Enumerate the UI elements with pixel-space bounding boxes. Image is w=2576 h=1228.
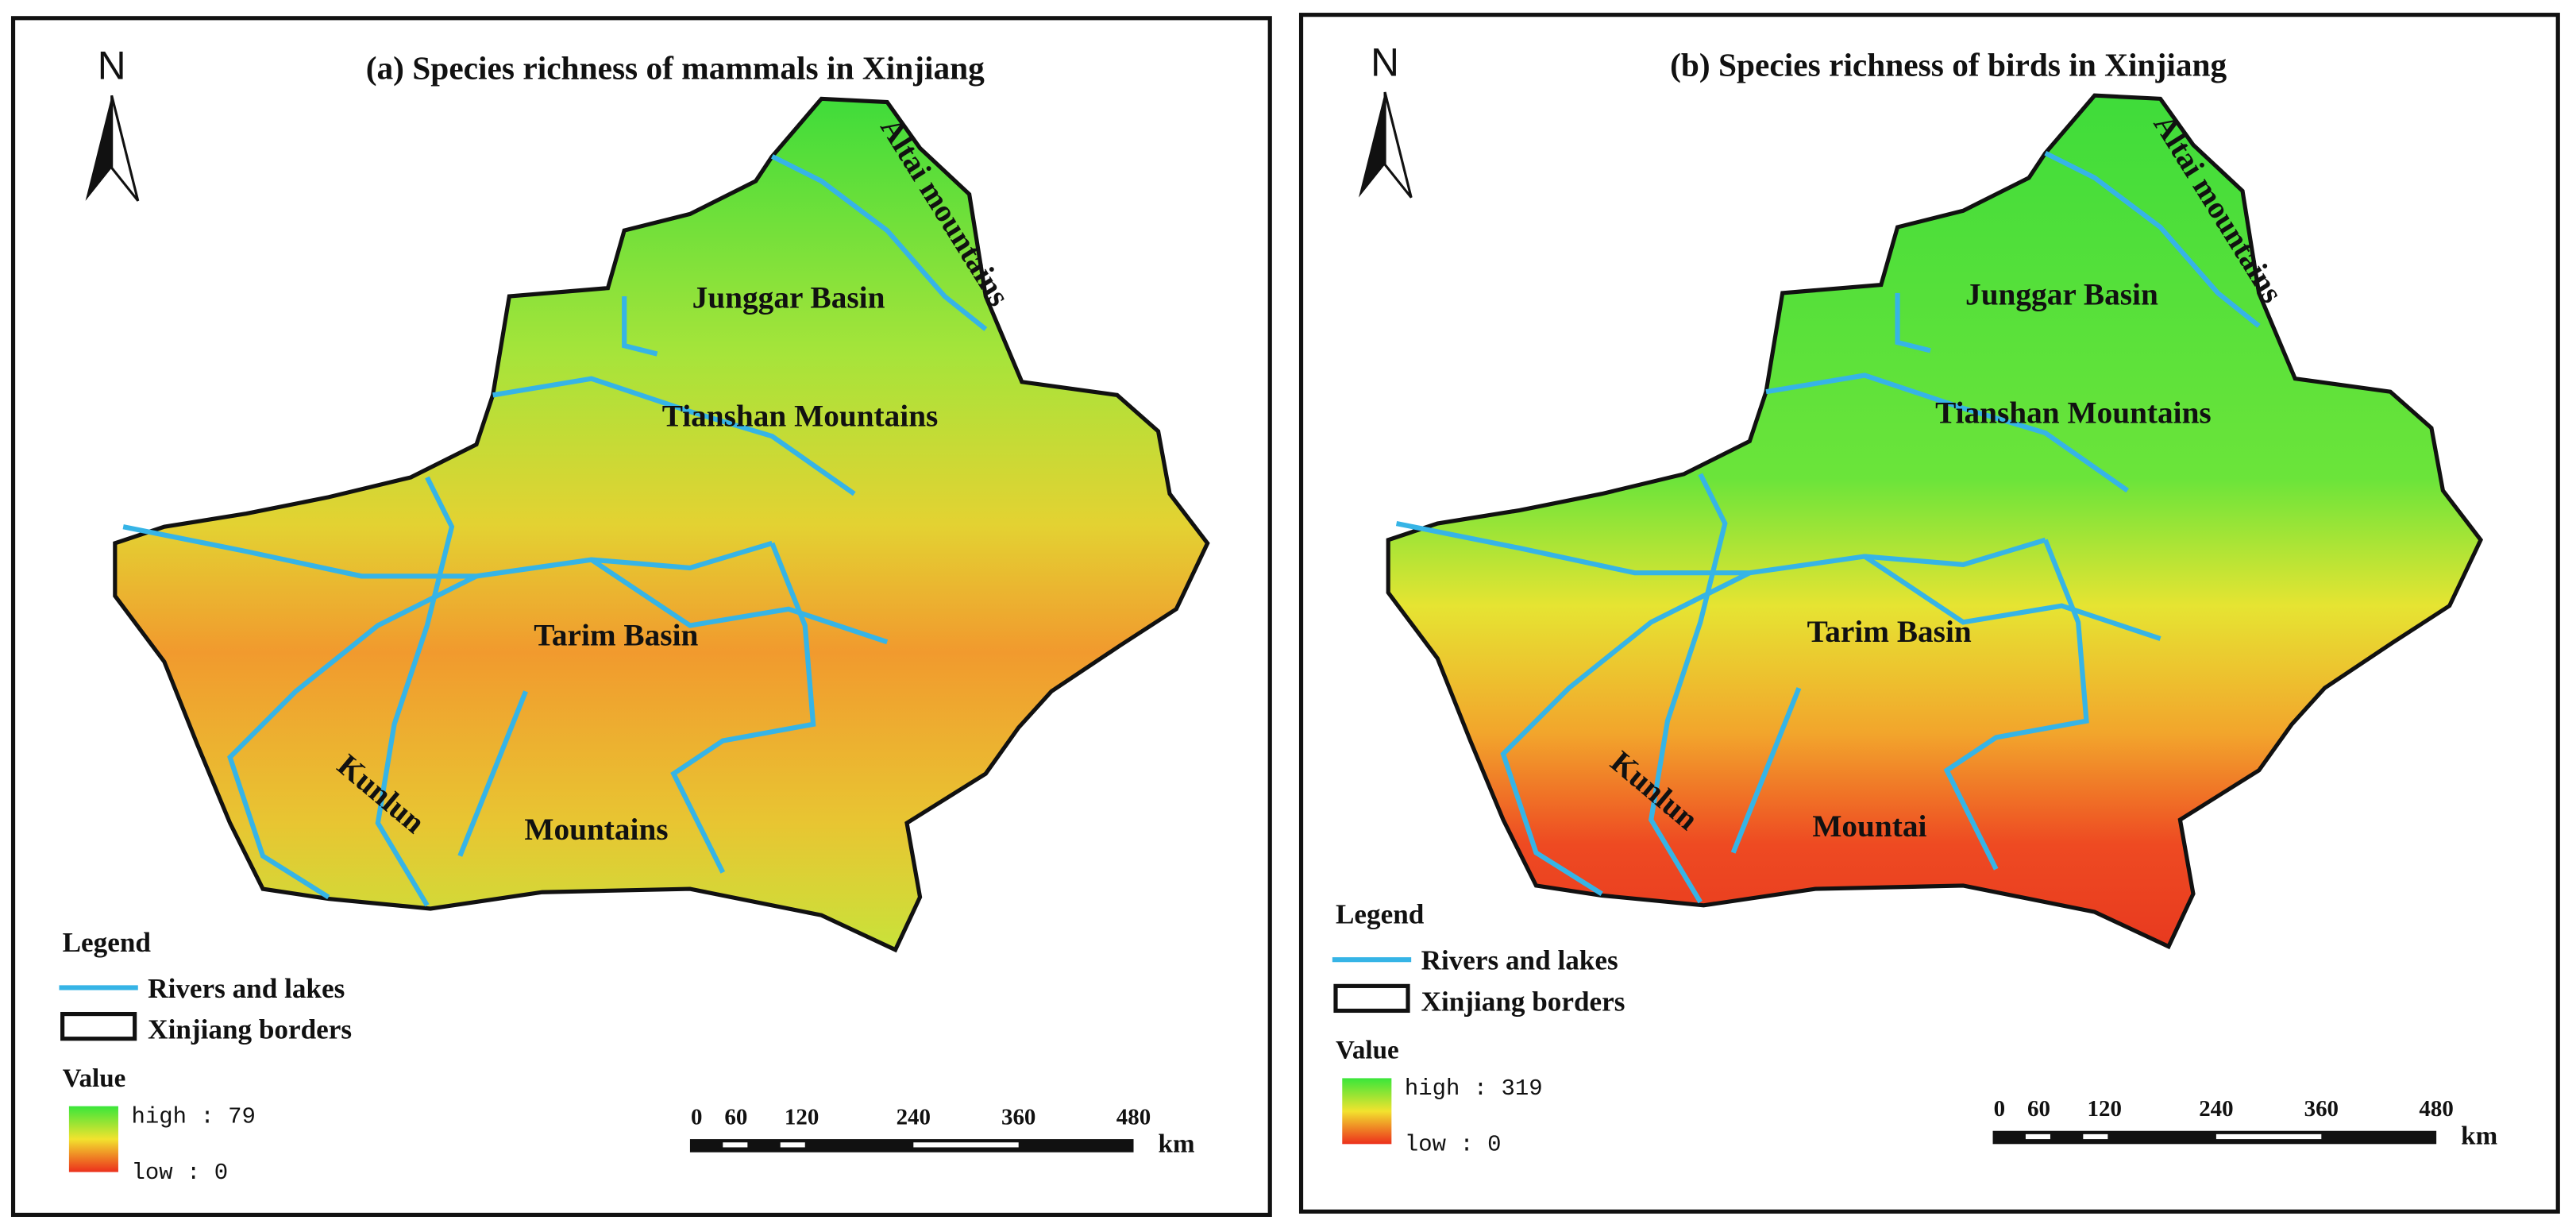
map-panel: (b) Species richness of birds in Xinjian… <box>1298 13 2560 1214</box>
scale-label: 480 <box>2419 1096 2453 1122</box>
value-title: Value <box>1336 1036 1399 1065</box>
value-high: high : 79 <box>132 1103 256 1130</box>
river <box>1943 539 2089 871</box>
panel-frame <box>10 16 1272 1218</box>
scale-label: 480 <box>1116 1104 1151 1130</box>
scale-label: 60 <box>724 1104 747 1130</box>
xinjiang-map <box>1386 93 2484 950</box>
value-ramp <box>1342 1078 1392 1145</box>
scale-unit: km <box>2461 1121 2497 1150</box>
river <box>492 376 856 496</box>
river <box>622 296 658 357</box>
scale-label: 360 <box>2304 1096 2339 1122</box>
north-arrow <box>1383 91 1413 199</box>
scale-bar <box>1992 1130 2437 1145</box>
scale-segment <box>723 1142 748 1148</box>
xinjiang-map <box>113 96 1210 953</box>
map-panel: (a) Species richness of mammals in Xinji… <box>10 16 1272 1218</box>
map-title: (b) Species richness of birds in Xinjian… <box>1670 46 2227 83</box>
river <box>670 542 816 874</box>
north-label: N <box>1371 40 1399 84</box>
value-title: Value <box>63 1064 126 1093</box>
place-label: Tarim Basin <box>534 617 698 652</box>
river <box>1863 554 2161 642</box>
scale-label: 120 <box>2088 1096 2122 1122</box>
legend-label: Xinjiang borders <box>1421 986 1625 1017</box>
scale-label: 240 <box>897 1104 931 1130</box>
river <box>1765 373 2129 493</box>
north-arrow <box>110 95 140 202</box>
legend-label: Rivers and lakes <box>148 973 345 1004</box>
north-label: N <box>98 43 126 87</box>
scale-segment <box>780 1142 805 1148</box>
value-low: low : 0 <box>132 1160 229 1186</box>
north-arrow <box>1358 92 1386 198</box>
scale-unit: km <box>1159 1130 1195 1159</box>
place-label: Tianshan Mountains <box>662 399 939 434</box>
river <box>1648 473 1728 904</box>
value-high: high : 319 <box>1405 1075 1543 1102</box>
scale-label: 0 <box>691 1104 702 1130</box>
panel-frame <box>1298 13 2560 1214</box>
scale-label: 60 <box>2027 1096 2050 1122</box>
place-label: Mountains <box>524 812 668 847</box>
river <box>2044 150 2261 328</box>
place-label: Mountai <box>1812 809 1926 844</box>
legend-border <box>60 1011 137 1041</box>
scale-label: 360 <box>1001 1104 1035 1130</box>
scale-label: 120 <box>785 1104 819 1130</box>
scale-segment <box>2215 1133 2322 1140</box>
river <box>457 690 528 857</box>
scale-bar <box>689 1139 1134 1153</box>
river <box>590 558 889 645</box>
north-arrow <box>85 95 112 201</box>
place-label: Junggar Basin <box>692 280 885 315</box>
scale-segment <box>913 1142 1019 1148</box>
value-low: low : 0 <box>1405 1132 1502 1158</box>
legend-label: Xinjiang borders <box>148 1014 352 1045</box>
place-label: Tianshan Mountains <box>1935 396 2212 431</box>
river <box>375 476 455 907</box>
legend-label: Rivers and lakes <box>1421 945 1618 976</box>
river <box>770 154 988 331</box>
river <box>1730 687 1802 854</box>
river <box>1895 292 1931 353</box>
scale-label: 240 <box>2199 1096 2233 1122</box>
place-label: Junggar Basin <box>1965 276 2158 311</box>
river <box>227 573 478 900</box>
place-label: Tarim Basin <box>1807 614 1972 649</box>
scale-segment <box>2025 1133 2050 1140</box>
value-ramp <box>68 1106 118 1172</box>
scale-segment <box>2083 1133 2108 1140</box>
river <box>1500 570 1751 896</box>
legend-border <box>1333 983 1410 1014</box>
legend-title: Legend <box>63 927 152 958</box>
map-title: (a) Species richness of mammals in Xinji… <box>366 49 985 87</box>
legend-title: Legend <box>1336 899 1425 930</box>
scale-label: 0 <box>1994 1096 2005 1122</box>
